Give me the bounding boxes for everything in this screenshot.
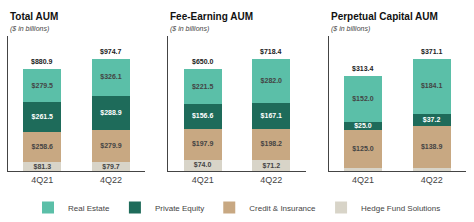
svg-text:$288.9: $288.9 — [100, 109, 122, 117]
svg-text:$650.0: $650.0 — [192, 58, 214, 66]
svg-text:$258.6: $258.6 — [32, 143, 54, 151]
svg-text:Perpetual Capital AUM: Perpetual Capital AUM — [331, 11, 438, 22]
svg-text:4Q21: 4Q21 — [352, 175, 374, 185]
svg-text:$197.9: $197.9 — [192, 140, 214, 148]
svg-text:Credit & Insurance: Credit & Insurance — [249, 204, 316, 213]
svg-text:$81.3: $81.3 — [34, 163, 52, 171]
svg-text:$74.0: $74.0 — [194, 161, 212, 169]
svg-text:$279.5: $279.5 — [32, 82, 54, 90]
svg-text:4Q22: 4Q22 — [100, 175, 122, 185]
svg-text:Total AUM: Total AUM — [10, 11, 58, 22]
svg-text:($ in billions): ($ in billions) — [331, 25, 370, 33]
svg-text:$79.7: $79.7 — [102, 163, 120, 171]
svg-text:$313.4: $313.4 — [352, 65, 374, 73]
svg-text:Fee-Earning AUM: Fee-Earning AUM — [170, 11, 253, 22]
svg-text:4Q21: 4Q21 — [192, 175, 214, 185]
svg-text:$326.1: $326.1 — [100, 73, 122, 81]
svg-text:4Q22: 4Q22 — [421, 175, 443, 185]
svg-text:$261.5: $261.5 — [32, 113, 54, 121]
svg-text:$37.2: $37.2 — [423, 116, 441, 124]
svg-text:($ in billions): ($ in billions) — [10, 25, 49, 33]
svg-text:$880.9: $880.9 — [31, 58, 53, 66]
svg-text:($ in billions): ($ in billions) — [170, 25, 209, 33]
svg-text:$279.9: $279.9 — [100, 142, 122, 150]
svg-text:Private Equity: Private Equity — [155, 204, 204, 213]
svg-text:$221.5: $221.5 — [192, 83, 214, 91]
svg-text:$152.0: $152.0 — [352, 95, 374, 103]
svg-text:4Q21: 4Q21 — [31, 175, 53, 185]
svg-text:$974.7: $974.7 — [100, 48, 122, 56]
svg-text:$138.9: $138.9 — [421, 143, 443, 151]
svg-text:$71.2: $71.2 — [263, 162, 281, 170]
svg-text:4Q22: 4Q22 — [260, 175, 282, 185]
svg-text:$718.4: $718.4 — [260, 48, 282, 56]
svg-text:$156.6: $156.6 — [192, 112, 214, 120]
svg-text:Real Estate: Real Estate — [68, 204, 110, 213]
svg-text:$125.0: $125.0 — [352, 145, 374, 153]
svg-text:$282.0: $282.0 — [261, 77, 283, 85]
svg-text:$371.1: $371.1 — [421, 48, 443, 56]
svg-text:$184.1: $184.1 — [421, 82, 443, 90]
svg-text:$167.1: $167.1 — [261, 112, 283, 120]
svg-text:Hedge Fund Solutions: Hedge Fund Solutions — [361, 204, 440, 213]
svg-text:$25.0: $25.0 — [354, 122, 372, 130]
svg-text:$198.2: $198.2 — [261, 140, 283, 148]
